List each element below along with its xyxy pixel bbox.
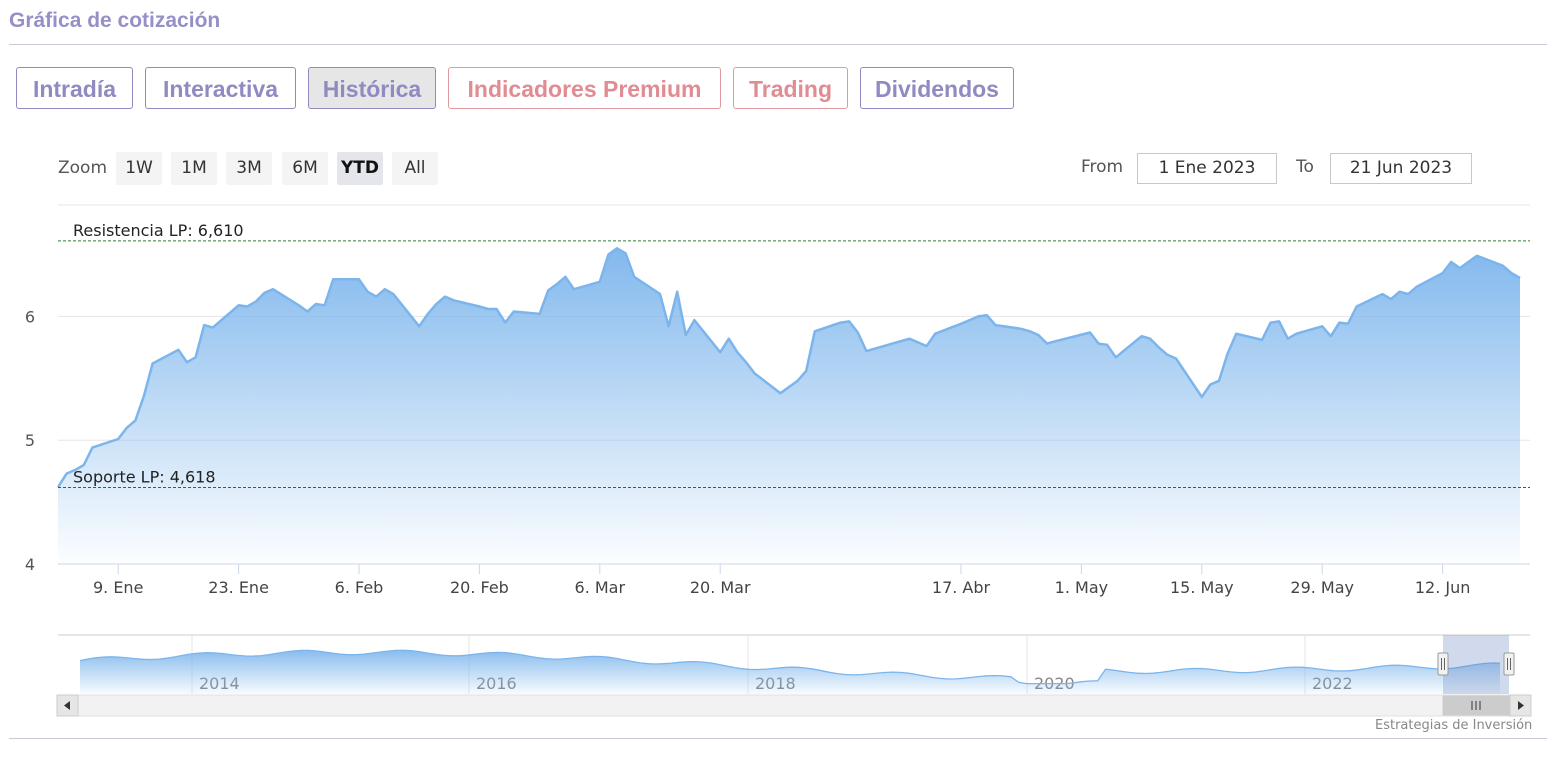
navigator-year-label: 2018 [755,674,796,693]
navigator-year-label: 2016 [476,674,517,693]
y-tick-label: 4 [25,555,35,574]
y-tick-label: 6 [25,307,35,326]
resistance-label: Resistencia LP: 6,610 [73,221,244,240]
price-area [58,248,1520,565]
chart-credit: Estrategias de Inversión [1375,718,1533,733]
scrollbar-left-arrow-icon [64,701,70,710]
y-tick-label: 5 [25,431,35,450]
title-divider [9,44,1547,45]
tab-intradia[interactable]: Intradía [16,67,133,109]
navigator-year-label: 2020 [1034,674,1075,693]
scrollbar-track [56,694,1532,717]
zoom-3m-button[interactable]: 3M [226,152,272,185]
x-tick-label: 6. Feb [335,578,384,597]
scrollbar-left-button [56,694,79,717]
tab-interactiva[interactable]: Interactiva [145,67,296,109]
navigator-handle-left [1437,652,1449,676]
x-tick-label: 12. Jun [1415,578,1471,597]
x-tick-label: 29. May [1290,578,1354,597]
tab-historica[interactable]: Histórica [308,67,436,109]
price-line [56,247,1521,488]
x-tick-label: 23. Ene [208,578,269,597]
tab-dividendos[interactable]: Dividendos [860,67,1014,109]
scrollbar-right-arrow-icon [1518,701,1524,710]
x-tick-label: 15. May [1170,578,1234,597]
navigator-area [80,650,1500,694]
x-tick-label: 17. Abr [932,578,991,597]
from-label: From [1081,157,1124,177]
navigator-year-label: 2022 [1312,674,1353,693]
zoom-1w-button[interactable]: 1W [116,152,162,185]
navigator-year-label: 2014 [199,674,240,693]
zoom-label: Zoom [58,158,108,178]
tab-trading[interactable]: Trading [733,67,848,109]
from-date-input[interactable]: 1 Ene 2023 [1137,153,1277,184]
support-label: Soporte LP: 4,618 [73,467,216,486]
to-date-input[interactable]: 21 Jun 2023 [1330,153,1472,184]
navigator-line [79,649,1501,685]
bottom-divider [9,738,1547,739]
scrollbar-thumb [1442,695,1510,716]
to-label: To [1296,157,1314,177]
zoom-6m-button[interactable]: 6M [282,152,328,185]
x-tick-label: 9. Ene [93,578,143,597]
x-tick-label: 20. Mar [690,578,751,597]
x-tick-label: 1. May [1055,578,1108,597]
x-tick-label: 20. Feb [450,578,509,597]
navigator-handle-right [1503,652,1515,676]
zoom-1m-button[interactable]: 1M [171,152,217,185]
page-title: Gráfica de cotización [9,9,221,32]
navigator-selection [1443,635,1509,694]
scrollbar-right-button [1509,694,1532,717]
zoom-all-button[interactable]: All [392,152,438,185]
x-tick-label: 6. Mar [575,578,626,597]
zoom-ytd-button[interactable]: YTD [337,152,383,185]
tab-indicadores-premium[interactable]: Indicadores Premium [448,67,721,109]
